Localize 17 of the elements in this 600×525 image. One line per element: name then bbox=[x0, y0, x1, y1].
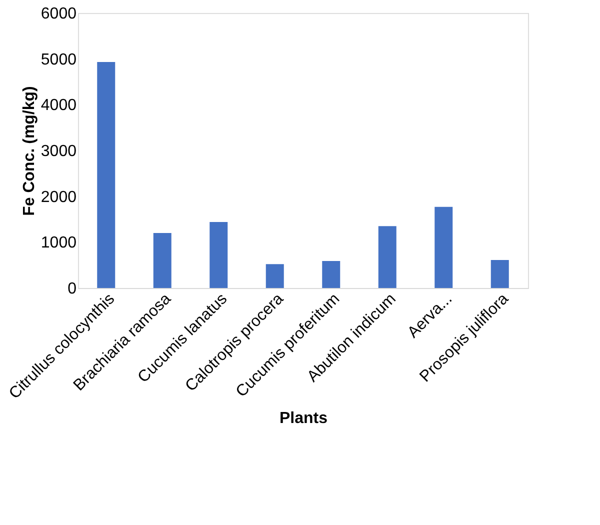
y-tick-label: 1000 bbox=[40, 234, 77, 252]
bar bbox=[266, 264, 284, 288]
y-tick-label: 6000 bbox=[40, 6, 77, 22]
y-tick-label: 2000 bbox=[40, 188, 77, 206]
bar bbox=[210, 222, 228, 288]
bar bbox=[434, 206, 453, 288]
bar bbox=[322, 260, 340, 288]
y-tick-label: 5000 bbox=[40, 51, 77, 68]
y-tick-label: 0 bbox=[68, 280, 77, 298]
bar bbox=[153, 233, 172, 288]
y-tick-label: 4000 bbox=[40, 97, 77, 114]
bar bbox=[378, 226, 396, 288]
y-tick-label: 3000 bbox=[40, 143, 77, 160]
bar bbox=[97, 62, 116, 288]
y-axis-title: Fe Conc. (mg/kg) bbox=[20, 86, 38, 216]
bar bbox=[490, 260, 509, 288]
x-axis-title: Plants bbox=[279, 410, 328, 427]
